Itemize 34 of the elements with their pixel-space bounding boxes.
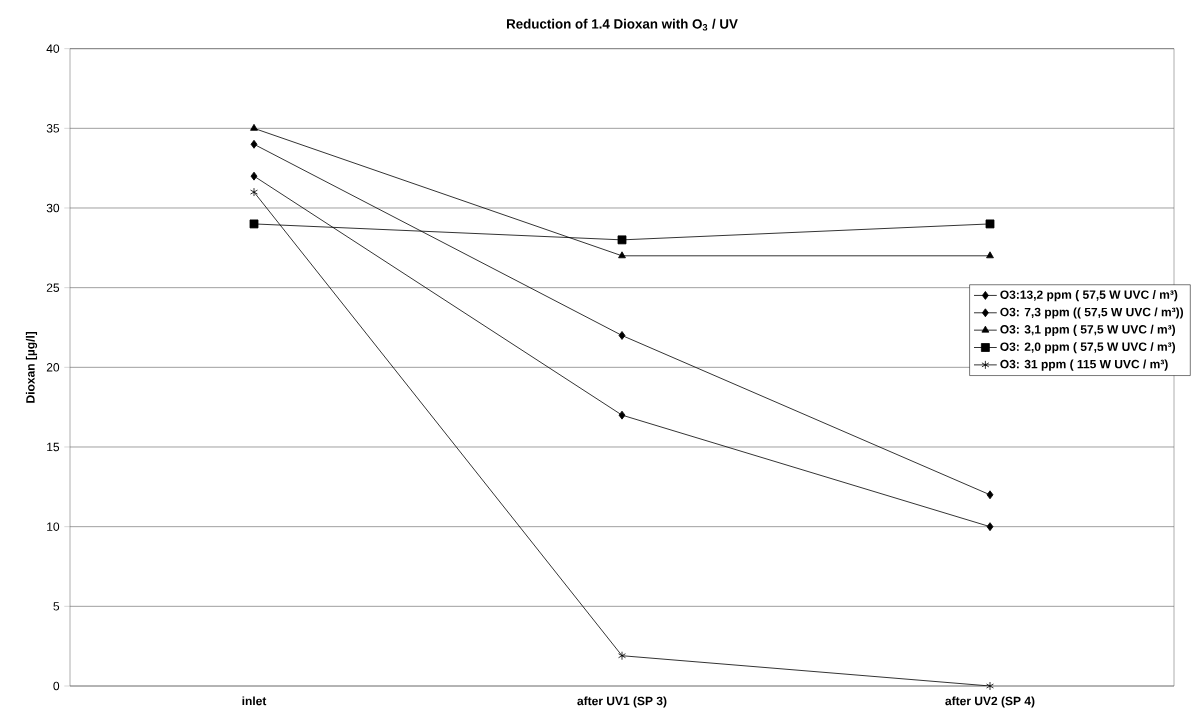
- point: [250, 139, 258, 149]
- point: [250, 123, 258, 131]
- point: [986, 681, 994, 691]
- point: [250, 171, 258, 181]
- point: [618, 651, 626, 661]
- y-tick-label: 5: [53, 602, 60, 611]
- legend-label: O3: 2,0 ppm ( 57,5 W UVC / m³): [1000, 342, 1176, 354]
- y-tick-label: 15: [47, 442, 60, 452]
- point: [618, 410, 626, 420]
- point: [618, 331, 626, 340]
- point: [986, 522, 994, 532]
- y-tick-label: 0: [53, 681, 60, 691]
- chart-title: Reduction of 1.4 Dioxan with O$_{3}$ / UV: [507, 18, 738, 31]
- point: [985, 219, 995, 229]
- point: [249, 219, 259, 229]
- legend-label: O3: 31 ppm ( 115 W UVC / m³): [1000, 359, 1168, 371]
- x-tick-label: after UV2 (SP 4): [945, 696, 1035, 708]
- y-axis-title: Dioxan [µg/l]: [25, 331, 38, 403]
- y-tick-label: 25: [46, 283, 60, 292]
- x-tick-label: inlet: [242, 696, 267, 706]
- point: [618, 251, 626, 259]
- y-tick-label: 30: [46, 203, 60, 213]
- y-tick-label: 40: [46, 44, 60, 53]
- point: [986, 490, 994, 500]
- x-tick-label: after UV1 (SP 3): [577, 696, 667, 708]
- point: [617, 235, 627, 245]
- y-tick-label: 35: [46, 124, 60, 133]
- legend-label: O3: 3,1 ppm ( 57,5 W UVC / m³): [1000, 324, 1176, 336]
- point: [250, 187, 258, 197]
- y-tick-label: 20: [46, 363, 60, 372]
- legend-label: O3: 7,3 ppm (( 57,5 W UVC / m³)): [1000, 307, 1184, 319]
- legend-label: O3:13,2 ppm ( 57,5 W UVC / m³): [1000, 290, 1178, 302]
- point: [986, 251, 994, 259]
- y-tick-label: 10: [47, 522, 60, 531]
